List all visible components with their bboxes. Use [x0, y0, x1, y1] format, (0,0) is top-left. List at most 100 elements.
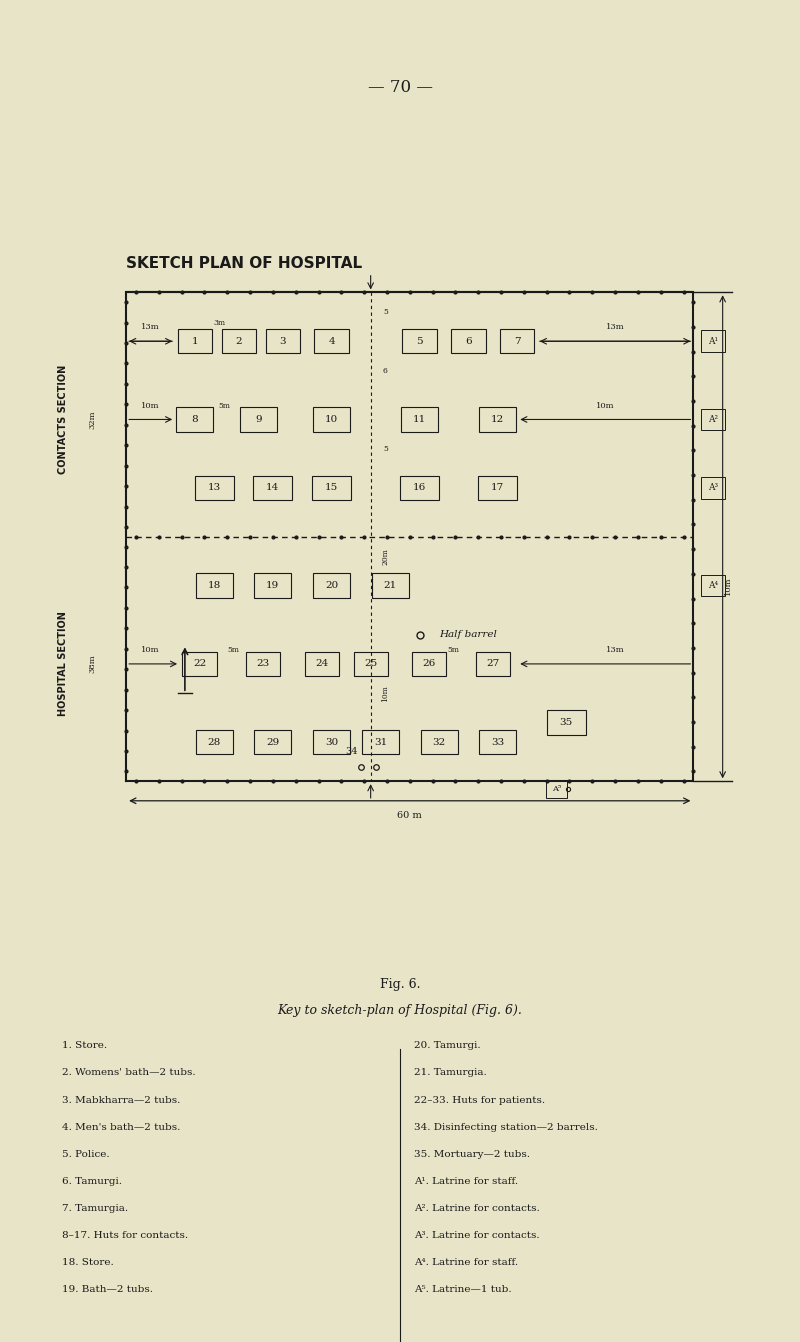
FancyBboxPatch shape	[196, 730, 233, 754]
Text: 12: 12	[491, 415, 505, 424]
Text: 19. Bath—2 tubs.: 19. Bath—2 tubs.	[62, 1284, 153, 1294]
Text: 9: 9	[255, 415, 262, 424]
FancyBboxPatch shape	[478, 475, 518, 501]
Text: 17: 17	[491, 483, 505, 493]
Text: 38m: 38m	[88, 655, 96, 674]
FancyBboxPatch shape	[314, 329, 349, 353]
FancyBboxPatch shape	[313, 730, 350, 754]
FancyBboxPatch shape	[476, 652, 510, 676]
FancyBboxPatch shape	[313, 573, 350, 599]
Text: 5: 5	[416, 337, 423, 346]
Text: 5m: 5m	[448, 646, 460, 654]
FancyBboxPatch shape	[194, 475, 234, 501]
Text: 21: 21	[383, 581, 397, 590]
Text: 10m: 10m	[382, 684, 390, 702]
Text: 3m: 3m	[213, 318, 225, 326]
Text: Half barrel: Half barrel	[439, 631, 497, 639]
Text: 31: 31	[374, 738, 387, 746]
Text: 28: 28	[207, 738, 221, 746]
FancyBboxPatch shape	[701, 574, 725, 596]
FancyBboxPatch shape	[479, 730, 516, 754]
Text: 10m: 10m	[723, 577, 731, 595]
FancyBboxPatch shape	[178, 329, 212, 353]
Text: 24: 24	[315, 659, 329, 668]
FancyBboxPatch shape	[182, 652, 217, 676]
Text: 10: 10	[325, 415, 338, 424]
Text: 32: 32	[433, 738, 446, 746]
Text: A⁵. Latrine—1 tub.: A⁵. Latrine—1 tub.	[414, 1284, 512, 1294]
FancyBboxPatch shape	[254, 475, 293, 501]
Text: 34. Disinfecting station—2 barrels.: 34. Disinfecting station—2 barrels.	[414, 1122, 598, 1131]
Text: SKETCH PLAN OF HOSPITAL: SKETCH PLAN OF HOSPITAL	[126, 255, 362, 271]
FancyBboxPatch shape	[305, 652, 339, 676]
FancyBboxPatch shape	[400, 475, 439, 501]
Text: 13m: 13m	[142, 323, 160, 331]
Text: 7. Tamurgia.: 7. Tamurgia.	[62, 1204, 128, 1213]
Text: 29: 29	[266, 738, 279, 746]
Text: 7: 7	[514, 337, 521, 346]
Text: 20. Tamurgi.: 20. Tamurgi.	[414, 1041, 481, 1051]
FancyBboxPatch shape	[546, 780, 567, 798]
Text: 26: 26	[422, 659, 436, 668]
Text: 13m: 13m	[606, 646, 625, 654]
Text: 20m: 20m	[382, 548, 390, 565]
FancyBboxPatch shape	[313, 407, 350, 432]
Text: 32m: 32m	[88, 411, 96, 428]
FancyBboxPatch shape	[254, 573, 291, 599]
Text: A³: A³	[708, 483, 718, 493]
Text: 27: 27	[486, 659, 499, 668]
Text: 60 m: 60 m	[398, 811, 422, 820]
Text: A⁵: A⁵	[552, 785, 561, 793]
Text: A⁴. Latrine for staff.: A⁴. Latrine for staff.	[414, 1257, 518, 1267]
Text: — 70 —: — 70 —	[367, 79, 433, 95]
Text: 3: 3	[279, 337, 286, 346]
Text: 1: 1	[191, 337, 198, 346]
Text: 16: 16	[413, 483, 426, 493]
Text: 21. Tamurgia.: 21. Tamurgia.	[414, 1068, 487, 1078]
FancyBboxPatch shape	[421, 730, 458, 754]
FancyBboxPatch shape	[401, 407, 438, 432]
Text: 1. Store.: 1. Store.	[62, 1041, 107, 1051]
FancyBboxPatch shape	[312, 475, 351, 501]
Text: A²: A²	[708, 415, 718, 424]
Text: 30: 30	[325, 738, 338, 746]
Text: 2: 2	[235, 337, 242, 346]
Text: 33: 33	[491, 738, 505, 746]
Text: 13m: 13m	[606, 323, 625, 331]
Text: 4: 4	[328, 337, 335, 346]
Text: A¹. Latrine for staff.: A¹. Latrine for staff.	[414, 1177, 518, 1186]
FancyBboxPatch shape	[372, 573, 409, 599]
Text: 5: 5	[383, 444, 388, 452]
Text: 10m: 10m	[142, 646, 160, 654]
FancyBboxPatch shape	[246, 652, 280, 676]
Text: Fig. 6.: Fig. 6.	[380, 977, 420, 990]
FancyBboxPatch shape	[451, 329, 486, 353]
Text: 15: 15	[325, 483, 338, 493]
FancyBboxPatch shape	[701, 330, 725, 352]
Text: 5: 5	[383, 307, 388, 315]
Text: 6: 6	[465, 337, 472, 346]
Text: 35. Mortuary—2 tubs.: 35. Mortuary—2 tubs.	[414, 1150, 530, 1158]
FancyBboxPatch shape	[402, 329, 437, 353]
FancyBboxPatch shape	[412, 652, 446, 676]
Text: Key to sketch-plan of Hospital (Fig. 6).: Key to sketch-plan of Hospital (Fig. 6).	[278, 1004, 522, 1017]
Text: 5m: 5m	[218, 401, 230, 409]
Text: 8: 8	[191, 415, 198, 424]
Text: 18. Store.: 18. Store.	[62, 1257, 114, 1267]
Text: 22: 22	[193, 659, 206, 668]
FancyBboxPatch shape	[222, 329, 256, 353]
FancyBboxPatch shape	[354, 652, 388, 676]
FancyBboxPatch shape	[196, 573, 233, 599]
Text: A². Latrine for contacts.: A². Latrine for contacts.	[414, 1204, 540, 1213]
FancyBboxPatch shape	[362, 730, 399, 754]
Text: 35: 35	[559, 718, 573, 727]
Text: 4. Men's bath—2 tubs.: 4. Men's bath—2 tubs.	[62, 1122, 181, 1131]
FancyBboxPatch shape	[701, 409, 725, 431]
Text: 18: 18	[207, 581, 221, 590]
FancyBboxPatch shape	[500, 329, 534, 353]
Text: A⁴: A⁴	[708, 581, 718, 590]
FancyBboxPatch shape	[240, 407, 277, 432]
Text: 2. Womens' bath—2 tubs.: 2. Womens' bath—2 tubs.	[62, 1068, 196, 1078]
Text: 22–33. Huts for patients.: 22–33. Huts for patients.	[414, 1095, 546, 1104]
FancyBboxPatch shape	[546, 710, 586, 735]
